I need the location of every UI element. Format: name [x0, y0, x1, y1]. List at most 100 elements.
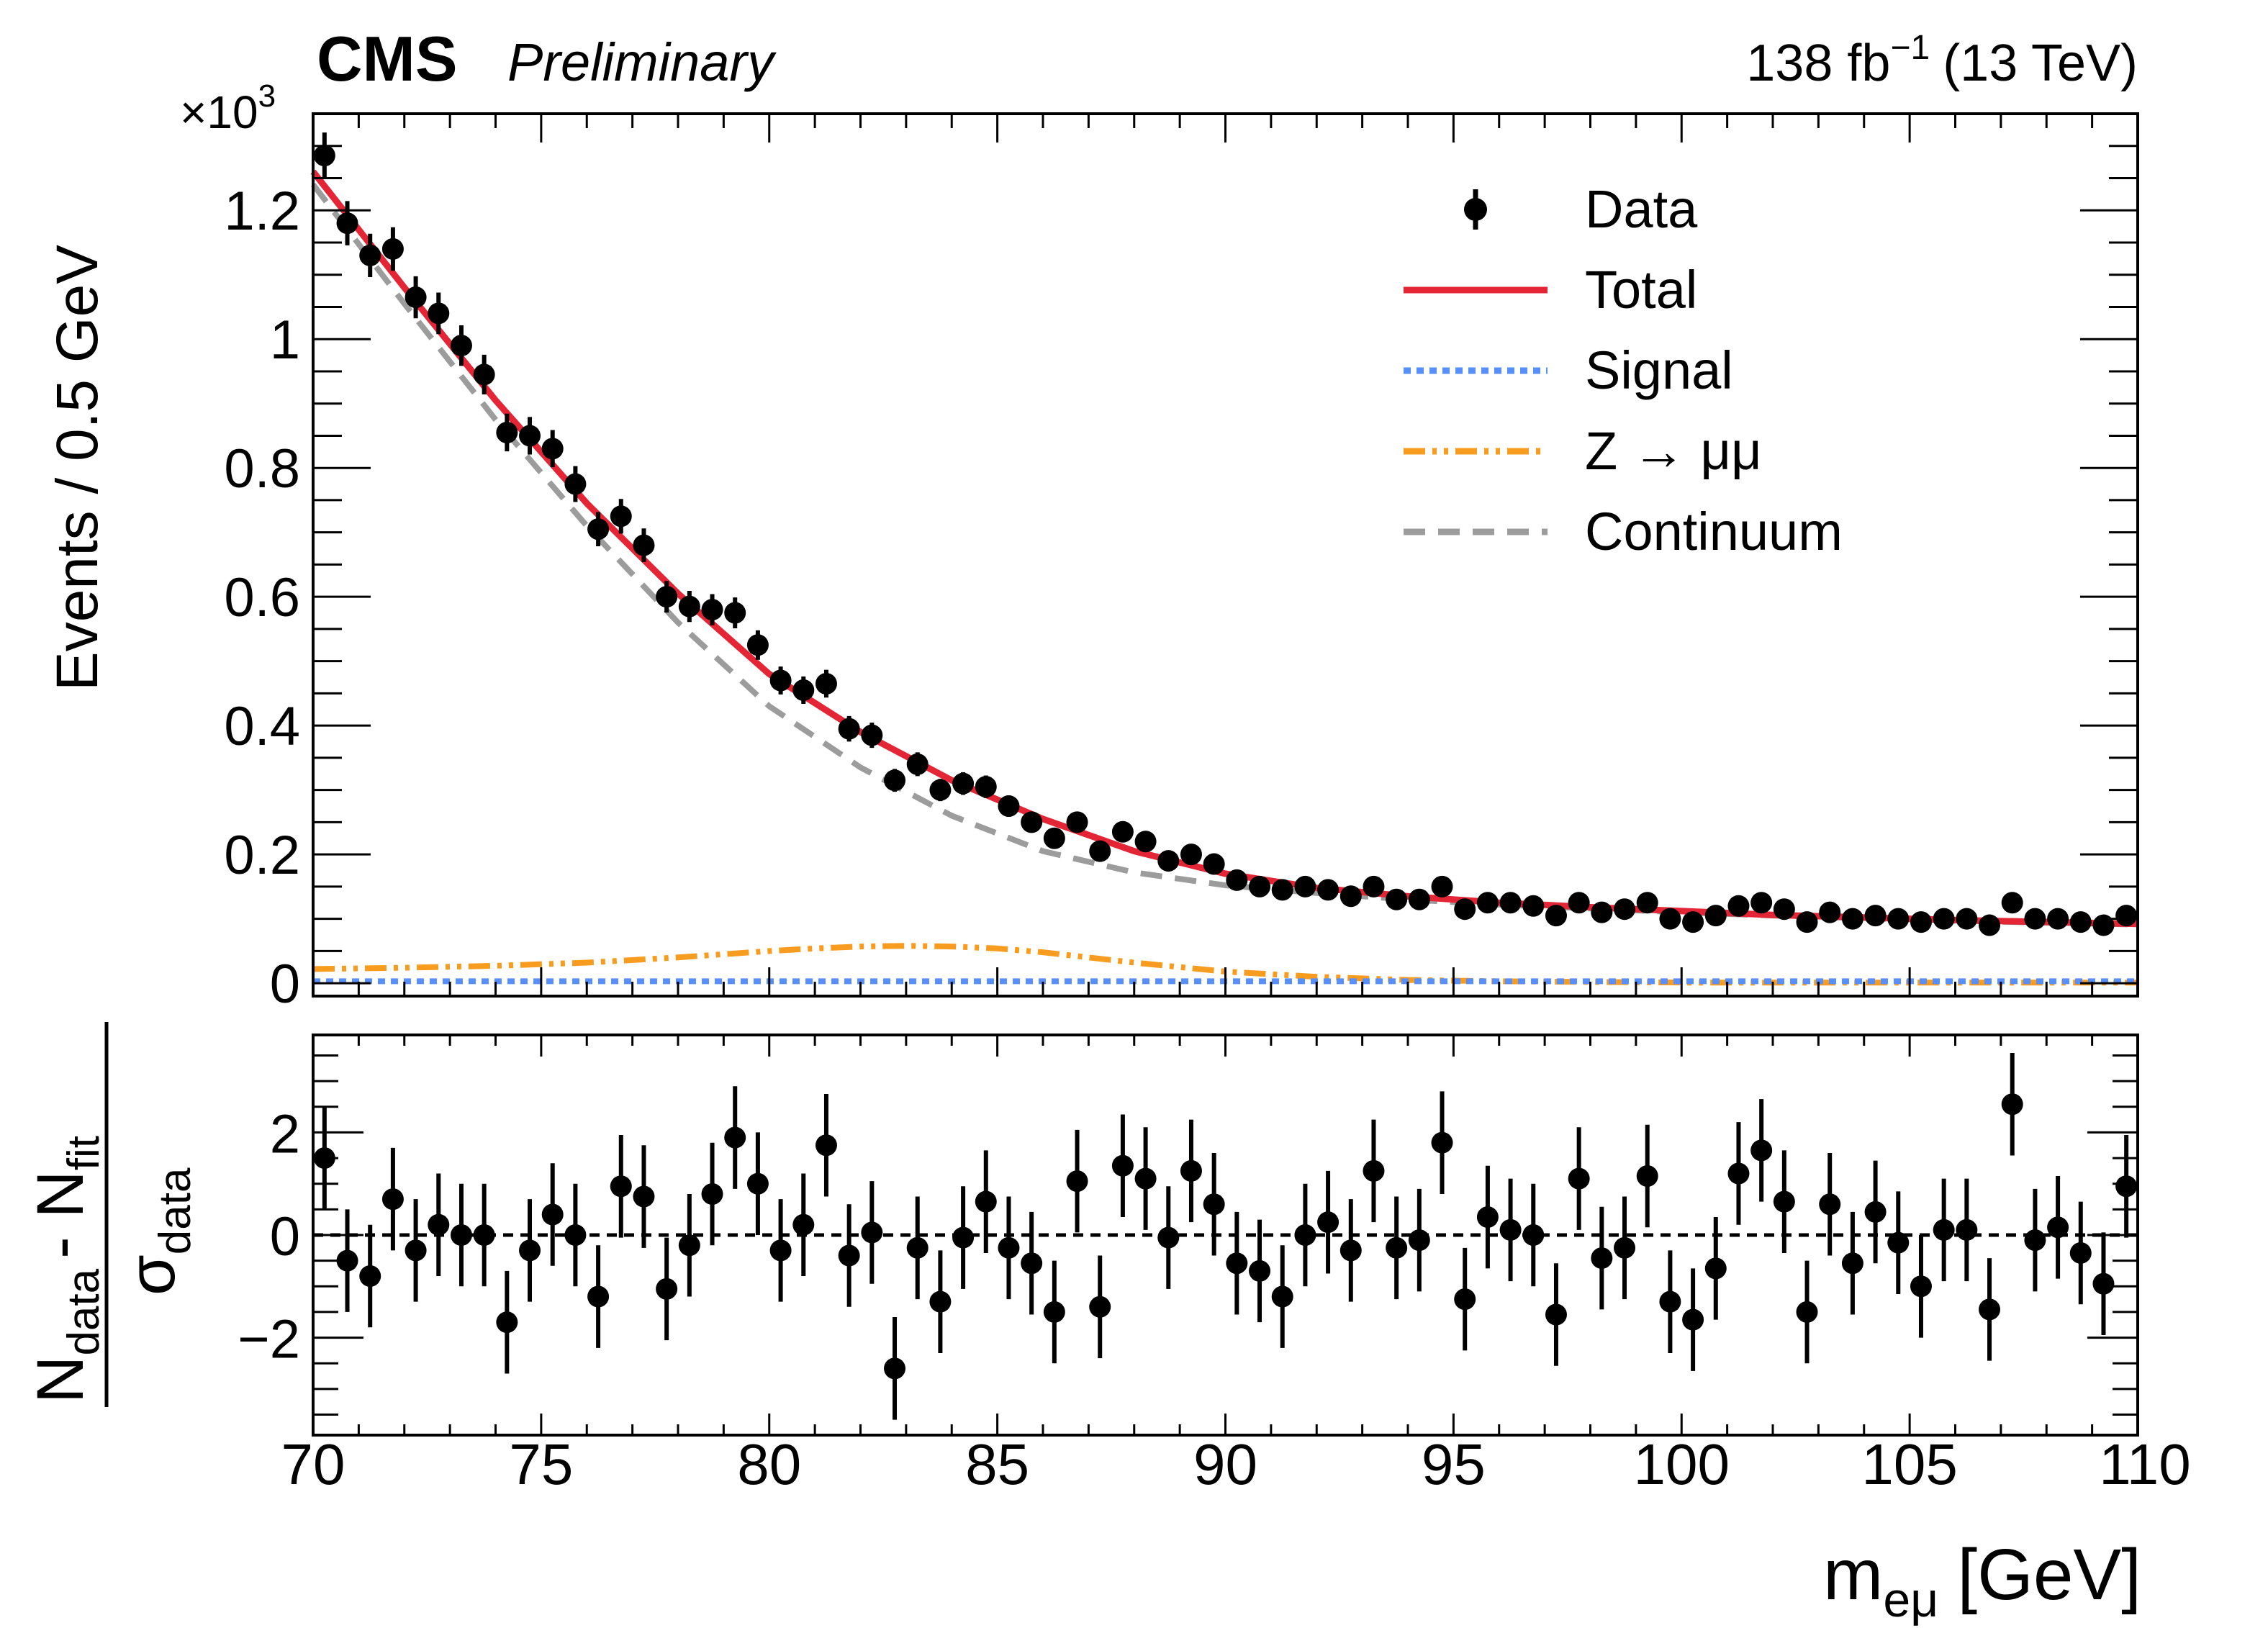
data-point-marker	[678, 595, 700, 618]
pull-point-marker	[564, 1224, 587, 1246]
pull-point-marker	[1339, 1239, 1362, 1262]
data-point-marker	[2069, 911, 2092, 933]
pull-point-marker	[1887, 1231, 1910, 1254]
pull-point-marker	[1386, 1236, 1408, 1259]
pull-point-marker	[1043, 1301, 1065, 1323]
curve-continuum	[310, 182, 2138, 928]
pull-point-marker	[1226, 1252, 1248, 1275]
pull-point	[2024, 1188, 2046, 1292]
data-point-marker	[861, 724, 883, 746]
data-point-marker	[1203, 853, 1225, 875]
top-y-tick-label: 1	[270, 309, 300, 371]
pull-point-marker	[724, 1126, 746, 1149]
pull-point-marker	[1910, 1275, 1932, 1298]
data-point-marker	[1317, 879, 1339, 901]
pull-point	[1386, 1196, 1408, 1300]
pull-point	[541, 1163, 564, 1266]
pull-point	[792, 1173, 815, 1277]
curve-total	[310, 169, 2138, 928]
data-point-marker	[815, 672, 837, 695]
pull-point	[1614, 1196, 1636, 1300]
pull-point-marker	[473, 1224, 495, 1246]
pull-point	[1933, 1178, 1955, 1282]
data-point	[2115, 905, 2138, 927]
data-point-marker	[724, 602, 746, 624]
data-point-marker	[769, 669, 792, 692]
data-point-marker	[587, 518, 610, 541]
pull-point	[1979, 1258, 2001, 1361]
pull-point	[1773, 1150, 1795, 1253]
data-point-marker	[1226, 869, 1248, 891]
pull-point-marker	[1750, 1139, 1773, 1162]
pull-point-marker	[1979, 1298, 2001, 1321]
data-point-marker	[359, 244, 381, 266]
data-point-marker	[564, 473, 587, 495]
pull-point-marker	[1933, 1218, 1955, 1241]
data-point	[1659, 908, 1681, 930]
pull-point	[998, 1196, 1020, 1300]
legend: Data Total Signal Z → μμ Continuum	[1404, 179, 1843, 561]
data-point-marker	[2024, 908, 2046, 930]
pull-point-marker	[1591, 1247, 1613, 1270]
data-point	[1249, 875, 1271, 897]
data-point-marker	[1522, 895, 1545, 917]
data-point-marker	[1727, 895, 1750, 917]
pull-point-marker	[1271, 1285, 1293, 1308]
pull-point	[1682, 1268, 1704, 1371]
data-point	[1271, 879, 1293, 901]
pull-point	[1887, 1191, 1910, 1294]
data-point-marker	[1386, 888, 1408, 910]
pull-point-marker	[1317, 1211, 1339, 1234]
pull-point-marker	[1431, 1131, 1453, 1154]
data-point-marker	[1363, 875, 1385, 897]
pull-point-marker	[838, 1244, 860, 1267]
data-point	[473, 354, 495, 394]
data-point	[2001, 892, 2023, 914]
pull-point-marker	[1704, 1257, 1727, 1280]
data-point	[1180, 844, 1202, 866]
data-point	[1591, 901, 1613, 923]
data-point	[428, 292, 450, 335]
data-point	[541, 430, 564, 468]
pull-point-marker	[2001, 1093, 2023, 1116]
legend-total-label: Total	[1585, 260, 1697, 320]
bottom-y-tick-label: 2	[270, 1103, 300, 1165]
pull-point	[1066, 1129, 1088, 1233]
data-point	[1864, 905, 1887, 927]
pull-point	[1271, 1245, 1293, 1348]
pull-point	[769, 1199, 792, 1302]
data-point	[1203, 853, 1225, 875]
x-tick-label: 90	[1193, 1432, 1257, 1496]
data-point	[1979, 914, 2001, 936]
pull-point-marker	[2092, 1272, 2115, 1295]
pull-point-marker	[769, 1239, 792, 1262]
x-tick-label: 75	[509, 1432, 573, 1496]
data-point	[701, 594, 723, 625]
pull-point	[564, 1183, 587, 1287]
pull-point-marker	[1249, 1260, 1271, 1282]
pull-point-marker	[906, 1236, 929, 1259]
pull-point-marker	[2115, 1175, 2138, 1198]
pull-point-marker	[678, 1234, 700, 1257]
pull-point-marker	[1864, 1200, 1887, 1223]
data-point	[1545, 905, 1567, 927]
lumi-energy: (13 TeV)	[1943, 35, 2138, 92]
data-point-marker	[656, 586, 678, 608]
pull-point	[381, 1147, 404, 1251]
pull-point	[359, 1224, 381, 1328]
data-point	[1317, 879, 1339, 901]
data-point	[381, 227, 404, 271]
data-point-marker	[473, 363, 495, 386]
data-point-marker	[1021, 811, 1043, 833]
pull-point	[1363, 1119, 1385, 1223]
pull-point-marker	[541, 1203, 564, 1226]
pull-point	[610, 1135, 632, 1238]
top-axes: 0 0.2 0.4 0.6 0.8 1 1.2	[224, 114, 2139, 1015]
data-point	[2024, 908, 2046, 930]
data-point-marker	[701, 599, 723, 621]
data-point-marker	[381, 238, 404, 260]
data-point-marker	[1043, 827, 1065, 849]
pull-point-marker	[701, 1182, 723, 1205]
data-point-marker	[952, 772, 975, 795]
pull-point	[929, 1250, 952, 1353]
